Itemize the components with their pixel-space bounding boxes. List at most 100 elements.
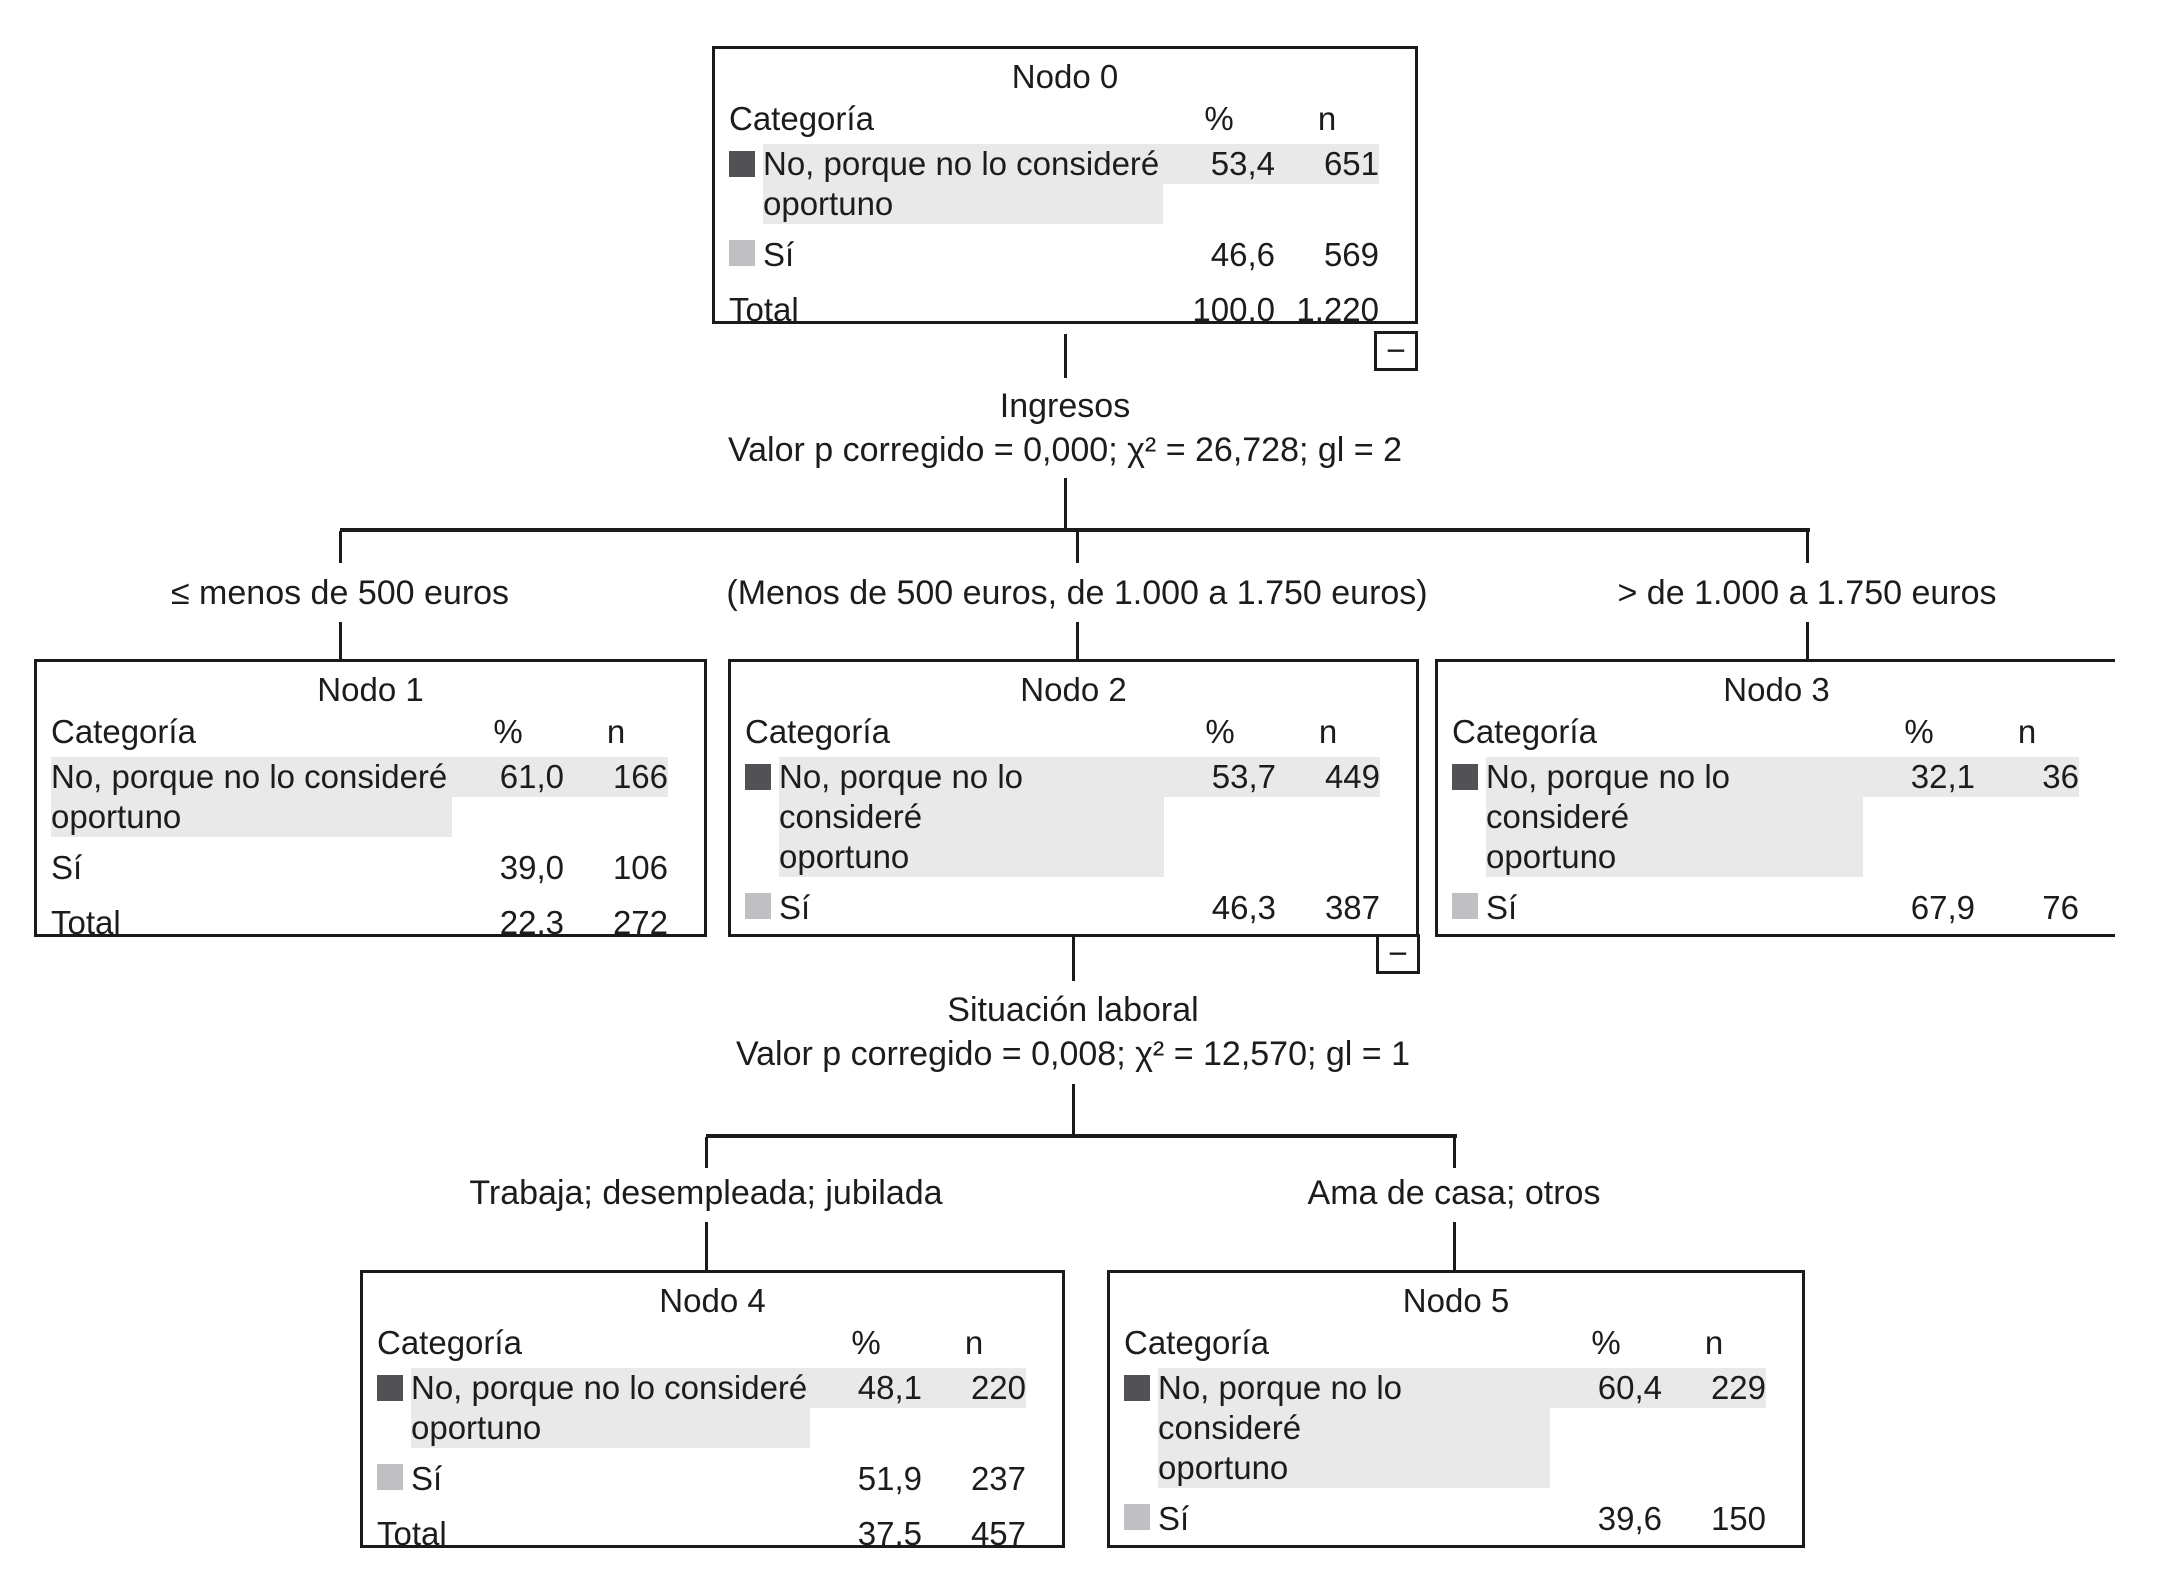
n-value: 387 [1324, 889, 1380, 926]
split-1-label: Ingresos Valor p corregido = 0,000; χ² =… [340, 384, 1790, 472]
legend-light-square-icon [745, 893, 771, 919]
table-row: No, porque no lo consideré oportuno 32,1… [1452, 754, 2101, 883]
category-label: Sí [1158, 1500, 1190, 1537]
node-1-title: Nodo 1 [317, 671, 424, 708]
legend-light-square-icon [377, 1464, 403, 1490]
percent-value: 51,9 [857, 1460, 922, 1497]
percent-value: 53,7 [1164, 757, 1276, 797]
split-2-label: Situación laboral Valor p corregido = 0,… [348, 988, 1798, 1076]
column-header-n: n [2017, 713, 2037, 750]
n-value: 76 [2042, 889, 2079, 926]
node-2-header: Categoría % n [745, 710, 1380, 754]
branch-label: ≤ menos de 500 euros [170, 574, 510, 612]
split-1-stats: Valor p corregido = 0,000; χ² = 26,728; … [727, 431, 1403, 469]
node-1-header: Categoría % n [51, 710, 668, 754]
percent-value: 32,1 [1863, 757, 1975, 797]
table-row: No, porque no lo consideré oportuno 61,0… [51, 754, 690, 843]
total-percent-value: 37,5 [857, 1515, 922, 1548]
category-label: No, porque no lo consideré oportuno [779, 757, 1164, 877]
table-row: No, porque no lo consideré oportuno 60,4… [1124, 1365, 1788, 1494]
column-header-category: Categoría [729, 100, 874, 137]
category-label: No, porque no lo consideré oportuno [1486, 757, 1863, 877]
connector-line [1806, 622, 1809, 659]
percent-value: 39,6 [1597, 1500, 1662, 1537]
category-label: No, porque no lo consideré oportuno [51, 757, 452, 837]
column-header-category: Categoría [377, 1324, 522, 1361]
category-label: Sí [763, 236, 795, 273]
column-header-percent: % [1205, 713, 1235, 750]
total-label: Total [729, 291, 799, 324]
node-5: Nodo 5 Categoría % n No, porque no lo co… [1107, 1270, 1805, 1548]
connector-line [1072, 1084, 1075, 1137]
legend-light-square-icon [729, 240, 755, 266]
branch-label: Ama de casa; otros [1307, 1174, 1601, 1212]
connector-line [1453, 1137, 1456, 1168]
column-header-n: n [606, 713, 626, 750]
column-header-category: Categoría [1452, 713, 1597, 750]
column-header-percent: % [1204, 100, 1234, 137]
category-label: Sí [51, 849, 83, 886]
split-2-stats: Valor p corregido = 0,008; χ² = 12,570; … [735, 1035, 1411, 1073]
connector-line [1072, 937, 1075, 981]
marker-cell [377, 1457, 411, 1501]
category-label: Sí [779, 889, 811, 926]
table-row: Sí 39,6 150 [1124, 1494, 1766, 1545]
node-4-header: Categoría % n [377, 1321, 1026, 1365]
node-0: Nodo 0 Categoría % n No, porque no lo co… [712, 46, 1418, 324]
collapse-node-2-button[interactable]: − [1376, 934, 1420, 974]
column-header-category: Categoría [745, 713, 890, 750]
column-header-percent: % [1591, 1324, 1621, 1361]
total-label: Total [377, 1515, 447, 1548]
marker-cell [1452, 757, 1486, 799]
table-row: Sí 39,0 106 [51, 843, 668, 896]
legend-light-square-icon [1124, 1504, 1150, 1530]
table-row: Sí 46,3 387 [745, 883, 1380, 934]
n-value: 220 [922, 1368, 1026, 1408]
total-n-value: 457 [970, 1515, 1026, 1548]
column-header-percent: % [1904, 713, 1934, 750]
category-label: No, porque no lo consideré oportuno [411, 1368, 810, 1448]
percent-value: 46,3 [1211, 889, 1276, 926]
connector-line [1453, 1222, 1456, 1270]
node-4: Nodo 4 Categoría % n No, porque no lo co… [360, 1270, 1065, 1548]
percent-value: 48,1 [810, 1368, 922, 1408]
collapse-node-0-button[interactable]: − [1374, 331, 1418, 371]
node-2: Nodo 2 Categoría % n No, porque no lo co… [728, 659, 1419, 937]
connector-line [1064, 334, 1067, 378]
branch-label: Trabaja; desempleada; jubilada [469, 1174, 943, 1212]
total-row: Total 9,2 112 [1452, 936, 2079, 937]
marker-cell [729, 233, 763, 277]
connector-line [1064, 478, 1067, 531]
n-value: 150 [1710, 1500, 1766, 1537]
split-2-variable: Situación laboral [947, 991, 1199, 1029]
node-3-title: Nodo 3 [1723, 671, 1830, 708]
n-value: 651 [1275, 144, 1379, 184]
column-header-n: n [964, 1324, 984, 1361]
marker-cell [377, 1368, 411, 1410]
connector-rail [340, 528, 1810, 532]
connector-line [705, 1137, 708, 1168]
legend-dark-square-icon [745, 764, 771, 790]
column-header-category: Categoría [51, 713, 196, 750]
total-row: Total 31,1 379 [1124, 1547, 1766, 1548]
marker-cell [745, 886, 779, 930]
column-header-percent: % [493, 713, 523, 750]
total-label: Total [51, 904, 121, 937]
connector-line [1076, 531, 1079, 563]
category-label: Sí [1486, 889, 1518, 926]
n-value: 449 [1276, 757, 1380, 797]
table-row: Sí 51,9 237 [377, 1454, 1026, 1507]
legend-light-square-icon [1452, 893, 1478, 919]
node-5-header: Categoría % n [1124, 1321, 1766, 1365]
node-1: Nodo 1 Categoría % n No, porque no lo co… [34, 659, 707, 937]
marker-cell [729, 144, 763, 186]
connector-line [339, 531, 342, 563]
percent-value: 60,4 [1550, 1368, 1662, 1408]
branch-label: (Menos de 500 euros, de 1.000 a 1.750 eu… [726, 574, 1428, 612]
category-label: No, porque no lo consideré oportuno [763, 144, 1163, 224]
node-2-title: Nodo 2 [1020, 671, 1127, 708]
total-n-value: 1.220 [1296, 291, 1379, 324]
percent-value: 67,9 [1910, 889, 1975, 926]
node-3-header: Categoría % n [1452, 710, 2079, 754]
